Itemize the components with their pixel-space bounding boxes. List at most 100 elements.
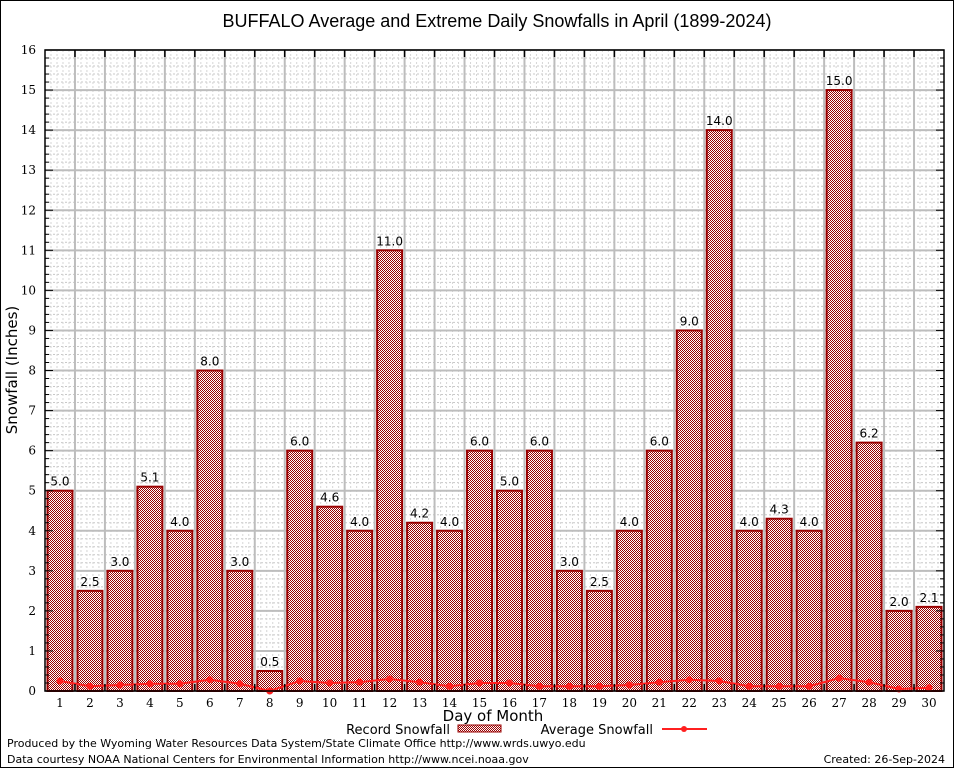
y-axis-title: Snowfall (Inches) — [3, 306, 21, 434]
record-bar — [286, 449, 314, 692]
average-point — [715, 677, 723, 685]
x-tick-label: 24 — [742, 696, 758, 710]
x-tick-label: 15 — [472, 696, 487, 710]
bar-value-label: 5.0 — [500, 475, 519, 489]
bar-value-label: 3.0 — [230, 555, 249, 569]
average-point — [386, 675, 394, 683]
average-point — [146, 680, 154, 688]
bar-value-label: 0.5 — [260, 655, 279, 669]
record-bar — [346, 529, 374, 692]
x-tick-label: 14 — [442, 696, 458, 710]
x-tick-label: 30 — [921, 696, 936, 710]
bar-value-label: 4.3 — [770, 503, 789, 517]
average-point — [56, 677, 64, 685]
record-bar — [525, 449, 553, 692]
x-tick-label: 9 — [296, 696, 304, 710]
y-tick-label: 3 — [28, 564, 36, 578]
bar-value-label: 2.0 — [890, 595, 909, 609]
average-point — [655, 678, 663, 686]
average-point — [805, 682, 813, 690]
average-point — [505, 679, 513, 687]
bar-value-label: 4.6 — [320, 491, 339, 505]
y-tick-label: 15 — [21, 83, 36, 97]
record-bar — [316, 505, 344, 692]
x-tick-label: 27 — [831, 696, 846, 710]
record-bar — [585, 589, 613, 692]
x-tick-label: 5 — [176, 696, 184, 710]
average-point — [745, 682, 753, 690]
record-bar — [166, 529, 194, 692]
average-point — [116, 681, 124, 689]
bar-value-label: 9.0 — [680, 314, 699, 328]
x-tick-label: 6 — [206, 696, 214, 710]
x-tick-label: 26 — [802, 696, 817, 710]
y-tick-label: 2 — [28, 604, 36, 618]
x-tick-label: 2 — [86, 696, 94, 710]
bar-value-label: 5.0 — [50, 475, 69, 489]
record-bar — [795, 529, 823, 692]
grid — [45, 49, 944, 692]
x-tick-label: 18 — [562, 696, 577, 710]
bar-value-label: 6.0 — [530, 435, 549, 449]
x-tick-label: 20 — [622, 696, 637, 710]
x-tick-label: 25 — [772, 696, 787, 710]
record-bar — [615, 529, 643, 692]
x-tick-label: 17 — [532, 696, 547, 710]
credit-line-2: Data courtesy NOAA National Centers for … — [7, 753, 529, 766]
bar-value-label: 6.0 — [470, 435, 489, 449]
average-point — [356, 678, 364, 686]
x-tick-label: 11 — [352, 696, 367, 710]
bar-value-label: 2.5 — [80, 575, 99, 589]
y-tick-label: 10 — [21, 283, 36, 297]
bar-value-label: 4.2 — [410, 507, 429, 521]
record-bar — [765, 517, 793, 693]
x-tick-label: 7 — [236, 696, 244, 710]
y-tick-label: 7 — [28, 404, 36, 418]
chart-title: BUFFALO Average and Extreme Daily Snowfa… — [223, 11, 772, 31]
bar-value-label: 6.0 — [290, 435, 309, 449]
x-tick-label: 3 — [116, 696, 124, 710]
average-line — [56, 674, 933, 695]
y-tick-label: 5 — [28, 484, 36, 498]
bar-value-label: 15.0 — [826, 74, 853, 88]
bar-value-label: 3.0 — [560, 555, 579, 569]
x-tick-labels: 1 2 3 4 5 6 7 8 9 10 11 12 13 14 15 16 17 18 19 20 21 22 23 24 2… — [56, 696, 936, 710]
record-bar — [645, 449, 673, 692]
record-bar — [855, 441, 883, 692]
record-bar — [496, 489, 523, 692]
x-tick-label: 23 — [712, 696, 727, 710]
record-bar — [196, 369, 224, 692]
bar-value-label: 4.0 — [800, 515, 819, 529]
bar-value-label: 8.0 — [200, 355, 219, 369]
x-tick-label: 22 — [682, 696, 697, 710]
x-tick-label: 12 — [382, 696, 397, 710]
bar-value-label: 6.0 — [650, 435, 669, 449]
record-bar — [555, 569, 583, 692]
y-tick-label: 8 — [28, 364, 36, 378]
average-point — [446, 682, 454, 690]
x-tick-label: 4 — [146, 696, 154, 710]
bar-value-label: 5.1 — [140, 471, 159, 485]
legend-average-marker — [681, 726, 687, 732]
average-point — [535, 682, 543, 690]
average-point — [835, 674, 843, 682]
y-tick-label: 13 — [21, 163, 36, 177]
bar-value-label: 4.0 — [620, 515, 639, 529]
axes — [44, 49, 945, 692]
legend-average-label: Average Snowfall — [541, 723, 653, 738]
bar-value-label: 2.5 — [590, 575, 609, 589]
legend-record-swatch — [457, 724, 502, 733]
x-tick-label: 8 — [266, 696, 274, 710]
bar-value-label: 4.0 — [170, 515, 189, 529]
record-bar — [106, 569, 134, 692]
record-bar — [376, 249, 404, 692]
average-point — [326, 679, 334, 687]
record-bar — [136, 485, 164, 692]
record-bar — [825, 89, 853, 692]
bar-value-label: 3.0 — [110, 555, 129, 569]
bar-value-labels: 5.0 2.5 3.0 5.1 4.0 8.0 3.0 0.5 6.0 4.6 4.0 11.0 4.2… — [50, 74, 938, 669]
bar-value-label: 4.0 — [440, 515, 459, 529]
x-tick-label: 16 — [502, 696, 517, 710]
x-tick-label: 28 — [861, 696, 876, 710]
